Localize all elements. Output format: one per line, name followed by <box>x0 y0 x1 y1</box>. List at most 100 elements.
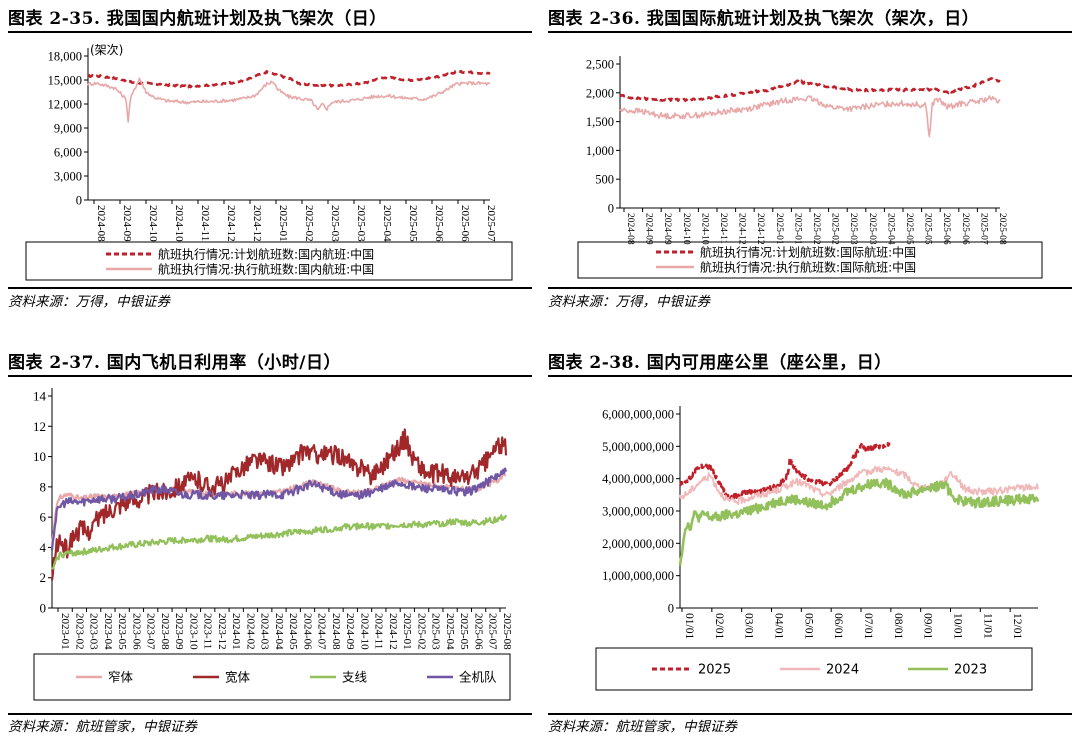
x-tick-label: 09/01 <box>922 613 934 639</box>
x-tick-label: 2024-09 <box>662 213 672 245</box>
x-tick-label: 2025-04 <box>381 205 393 242</box>
legend-label: 2024 <box>826 663 859 678</box>
series-line-2 <box>51 514 508 570</box>
x-tick-label: 05/01 <box>802 613 814 639</box>
x-tick-label: 2024-09 <box>121 205 133 242</box>
legend-box <box>577 241 1043 279</box>
y-tick-label: 2,000 <box>586 86 614 100</box>
x-tick-label: 2024-12 <box>251 205 263 242</box>
x-tick-label: 2023-12 <box>216 613 228 650</box>
x-tick-label: 2023-05 <box>116 613 128 650</box>
x-tick-label: 2023-07 <box>145 613 157 650</box>
x-tick-label: 2025-05 <box>458 613 470 650</box>
x-tick-label: 2024-12 <box>755 213 765 245</box>
source-note: 资料来源：万得，中银证券 <box>8 294 170 310</box>
series-line-0 <box>678 440 892 502</box>
x-tick-label: 2024-06 <box>301 613 313 650</box>
x-tick-label: 2025-05 <box>904 213 914 245</box>
series-line-1 <box>50 428 508 581</box>
source-rule <box>548 287 1072 289</box>
panel-aircraft-utilization: 图表 2-37. 国内飞机日利用率（小时/日） 0 2 4 6 8 10 12 14 2023-… <box>8 348 532 736</box>
x-tick-label: 2025-08 <box>997 213 1007 245</box>
series-line-0 <box>619 77 1001 103</box>
x-tick-label: 12/01 <box>1011 613 1023 639</box>
x-tick-label: 2025-06 <box>472 613 484 650</box>
x-tick-label: 2024-12 <box>387 613 399 650</box>
series-line-2 <box>678 477 1040 566</box>
x-tick-label: 2025-03 <box>329 205 341 242</box>
y-tick-label: 2,000,000,000 <box>602 537 674 551</box>
panel-domestic-flights: 图表 2-35. 我国国内航班计划及执飞架次（日） 0 3,000 6,000 9,0… <box>8 4 532 310</box>
x-tick-label: 2024-10 <box>699 213 709 245</box>
chart-title: 图表 2-35. 我国国内航班计划及执飞架次（日） <box>8 9 387 29</box>
x-tick-label: 2024-09 <box>644 213 654 245</box>
legend-box <box>595 647 1033 691</box>
x-tick-label: 2023-09 <box>173 613 185 650</box>
x-tick-label: 03/01 <box>743 613 755 639</box>
y-tick-label: 6,000,000,000 <box>602 408 674 422</box>
source-note: 资料来源：万得，中银证券 <box>548 294 710 310</box>
y-tick-label: 2,500 <box>586 58 614 72</box>
legend-label: 航班执行情况:计划航班数:国内航班:中国 <box>158 247 374 262</box>
chart-svg: 0 1,000,000,000 2,000,000,000 3,000,000,000… <box>595 406 1040 691</box>
y-tick-label: 18,000 <box>48 50 82 64</box>
y-tick-label: 1,000,000,000 <box>602 569 674 583</box>
x-tick-label: 2024-01 <box>230 613 242 650</box>
x-tick-label: 01/01 <box>683 613 695 639</box>
source-note: 资料来源：航班管家，中银证券 <box>548 719 737 735</box>
x-tick-label: 2024-08 <box>95 205 107 242</box>
legend-label: 窄体 <box>108 670 134 685</box>
x-tick-label: 2024-02 <box>244 613 256 650</box>
legend-label: 全机队 <box>459 670 497 685</box>
legend-label: 航班执行情况:执行航班数:国际航班:中国 <box>700 260 916 275</box>
x-tick-label: 2024-10 <box>681 213 691 245</box>
y-tick-label: 9,000 <box>54 122 82 136</box>
x-tick-label: 04/01 <box>773 613 785 639</box>
x-tick-label: 2025-08 <box>501 613 513 650</box>
x-tick-label: 2025-03 <box>867 213 877 245</box>
x-tick-label: 2024-11 <box>373 613 385 649</box>
y-tick-label: 4 <box>40 540 47 555</box>
legend-label: 2023 <box>954 663 987 678</box>
y-unit-label: (架次) <box>90 43 123 57</box>
x-tick-label: 2023-03 <box>88 613 100 650</box>
series-line-0 <box>87 69 491 89</box>
y-tick-label: 0 <box>40 601 47 616</box>
panel-international-flights: 图表 2-36. 我国国际航班计划及执飞架次（架次，日） 0 500 1,000 1,… <box>548 4 1072 310</box>
x-tick-label: 07/01 <box>862 613 874 639</box>
y-tick-label: 6 <box>40 510 47 525</box>
y-tick-label: 500 <box>595 173 614 187</box>
source-note: 资料来源：航班管家，中银证券 <box>8 719 197 735</box>
x-tick-label: 2025-01 <box>792 213 802 245</box>
y-tick-label: 12,000 <box>48 98 82 112</box>
y-tick-label: 0 <box>608 202 614 216</box>
y-tick-label: 8 <box>40 479 47 494</box>
x-tick-label: 2025-05 <box>407 205 419 242</box>
x-tick-label: 2025-03 <box>430 613 442 650</box>
source-rule <box>8 713 532 715</box>
source-rule <box>8 287 532 289</box>
series-line-3 <box>50 467 508 551</box>
panel-available-seat-km: 图表 2-38. 国内可用座公里（座公里，日） 0 1,000,000,000 2,… <box>548 348 1072 736</box>
x-tick-label: 2024-05 <box>287 613 299 650</box>
y-tick-label: 5,000,000,000 <box>602 440 674 454</box>
y-tick-label: 2 <box>40 570 47 585</box>
x-tick-label: 2024-03 <box>259 613 271 650</box>
x-tick-label: 2024-12 <box>737 213 747 245</box>
title-rule <box>548 375 1072 377</box>
legend-box <box>25 241 513 281</box>
x-tick-label: 2023-08 <box>159 613 171 650</box>
x-tick-label: 2025-02 <box>811 213 821 245</box>
x-tick-label: 2025-07 <box>487 613 499 650</box>
y-tick-label: 4,000,000,000 <box>602 472 674 486</box>
x-tick-label: 2024-10 <box>147 205 159 242</box>
legend-box <box>33 653 511 701</box>
source-rule <box>548 713 1072 715</box>
x-tick-label: 2024-07 <box>316 613 328 650</box>
x-tick-label: 2024-09 <box>344 613 356 650</box>
x-tick-label: 2025-06 <box>433 205 445 242</box>
x-tick-label: 2025-05 <box>923 213 933 245</box>
chart-title: 图表 2-38. 国内可用座公里（座公里，日） <box>548 353 892 373</box>
y-tick-label: 10 <box>33 449 46 464</box>
